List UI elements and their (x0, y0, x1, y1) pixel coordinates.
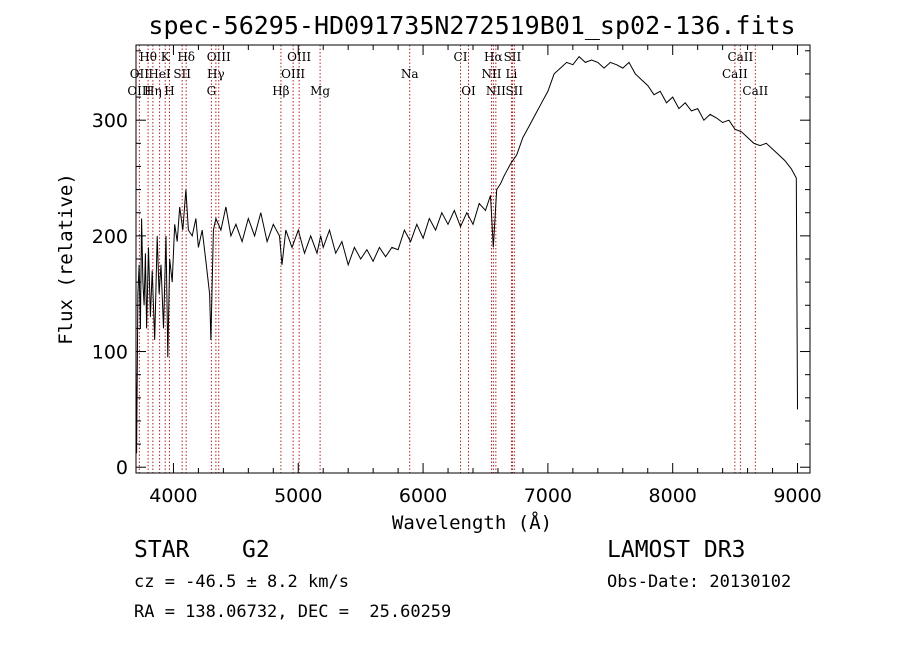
observation-date: Obs-Date: 20130102 (607, 572, 792, 592)
y-axis: 0 100 200 300 (92, 50, 810, 479)
spectrum-line (135, 55, 798, 454)
line-marker-label: OIII (287, 50, 311, 64)
line-marker-label: OIII (207, 50, 231, 64)
survey-name: LAMOST DR3 (607, 537, 746, 563)
line-marker-label: Hβ (272, 84, 289, 98)
line-marker-label: Hδ (177, 50, 195, 64)
x-tick-label: 7000 (524, 485, 572, 507)
line-marker-label: SII (504, 50, 522, 64)
line-marker-label: OIII (281, 67, 305, 81)
y-tick-label: 200 (92, 226, 128, 248)
line-marker-label: Na (401, 67, 419, 81)
y-tick-label: 300 (92, 110, 128, 132)
line-markers (138, 45, 756, 473)
x-tick-label: 8000 (649, 485, 697, 507)
y-tick-label: 100 (92, 342, 128, 364)
line-marker-label: K (161, 50, 171, 64)
line-marker-label: NII (481, 67, 501, 81)
x-axis: 4000 5000 6000 7000 8000 9000 (149, 45, 822, 507)
line-marker-label: SII (173, 67, 191, 81)
line-marker-label: SII (505, 84, 523, 98)
line-marker-label: Hα (484, 50, 503, 64)
line-marker-label: NII (486, 84, 506, 98)
line-marker-label: OIII (127, 84, 151, 98)
x-axis-label: Wavelength (Å) (392, 511, 552, 534)
line-marker-label: CaII (722, 67, 748, 81)
line-marker-label: HeI (148, 67, 171, 81)
object-subclass: G2 (242, 537, 270, 563)
chart-title: spec-56295-HD091735N272519B01_sp02-136.f… (148, 11, 795, 40)
object-class: STAR (134, 537, 190, 563)
line-marker-label: Li (506, 67, 518, 81)
x-tick-label: 4000 (149, 485, 197, 507)
x-tick-label: 6000 (399, 485, 447, 507)
line-marker-label: Hθ (139, 50, 157, 64)
line-marker-label: Mg (310, 84, 330, 98)
plot-frame (135, 44, 811, 474)
redshift-velocity: cz = -46.5 ± 8.2 km/s (134, 572, 349, 592)
y-tick-label: 0 (116, 457, 128, 479)
line-marker-label: Hγ (207, 67, 225, 81)
line-marker-label: OI (461, 84, 476, 98)
coordinates: RA = 138.06732, DEC = 25.60259 (134, 602, 452, 622)
line-marker-label: CI (454, 50, 468, 64)
line-marker-label: CaII (742, 84, 768, 98)
line-marker-label: CaII (727, 50, 753, 64)
y-axis-label: Flux (relative) (55, 173, 77, 345)
line-marker-label: G (207, 84, 217, 98)
x-tick-label: 5000 (274, 485, 322, 507)
x-tick-label: 9000 (773, 485, 821, 507)
line-marker-label: Hη (144, 84, 162, 98)
line-marker-label: H (164, 84, 174, 98)
